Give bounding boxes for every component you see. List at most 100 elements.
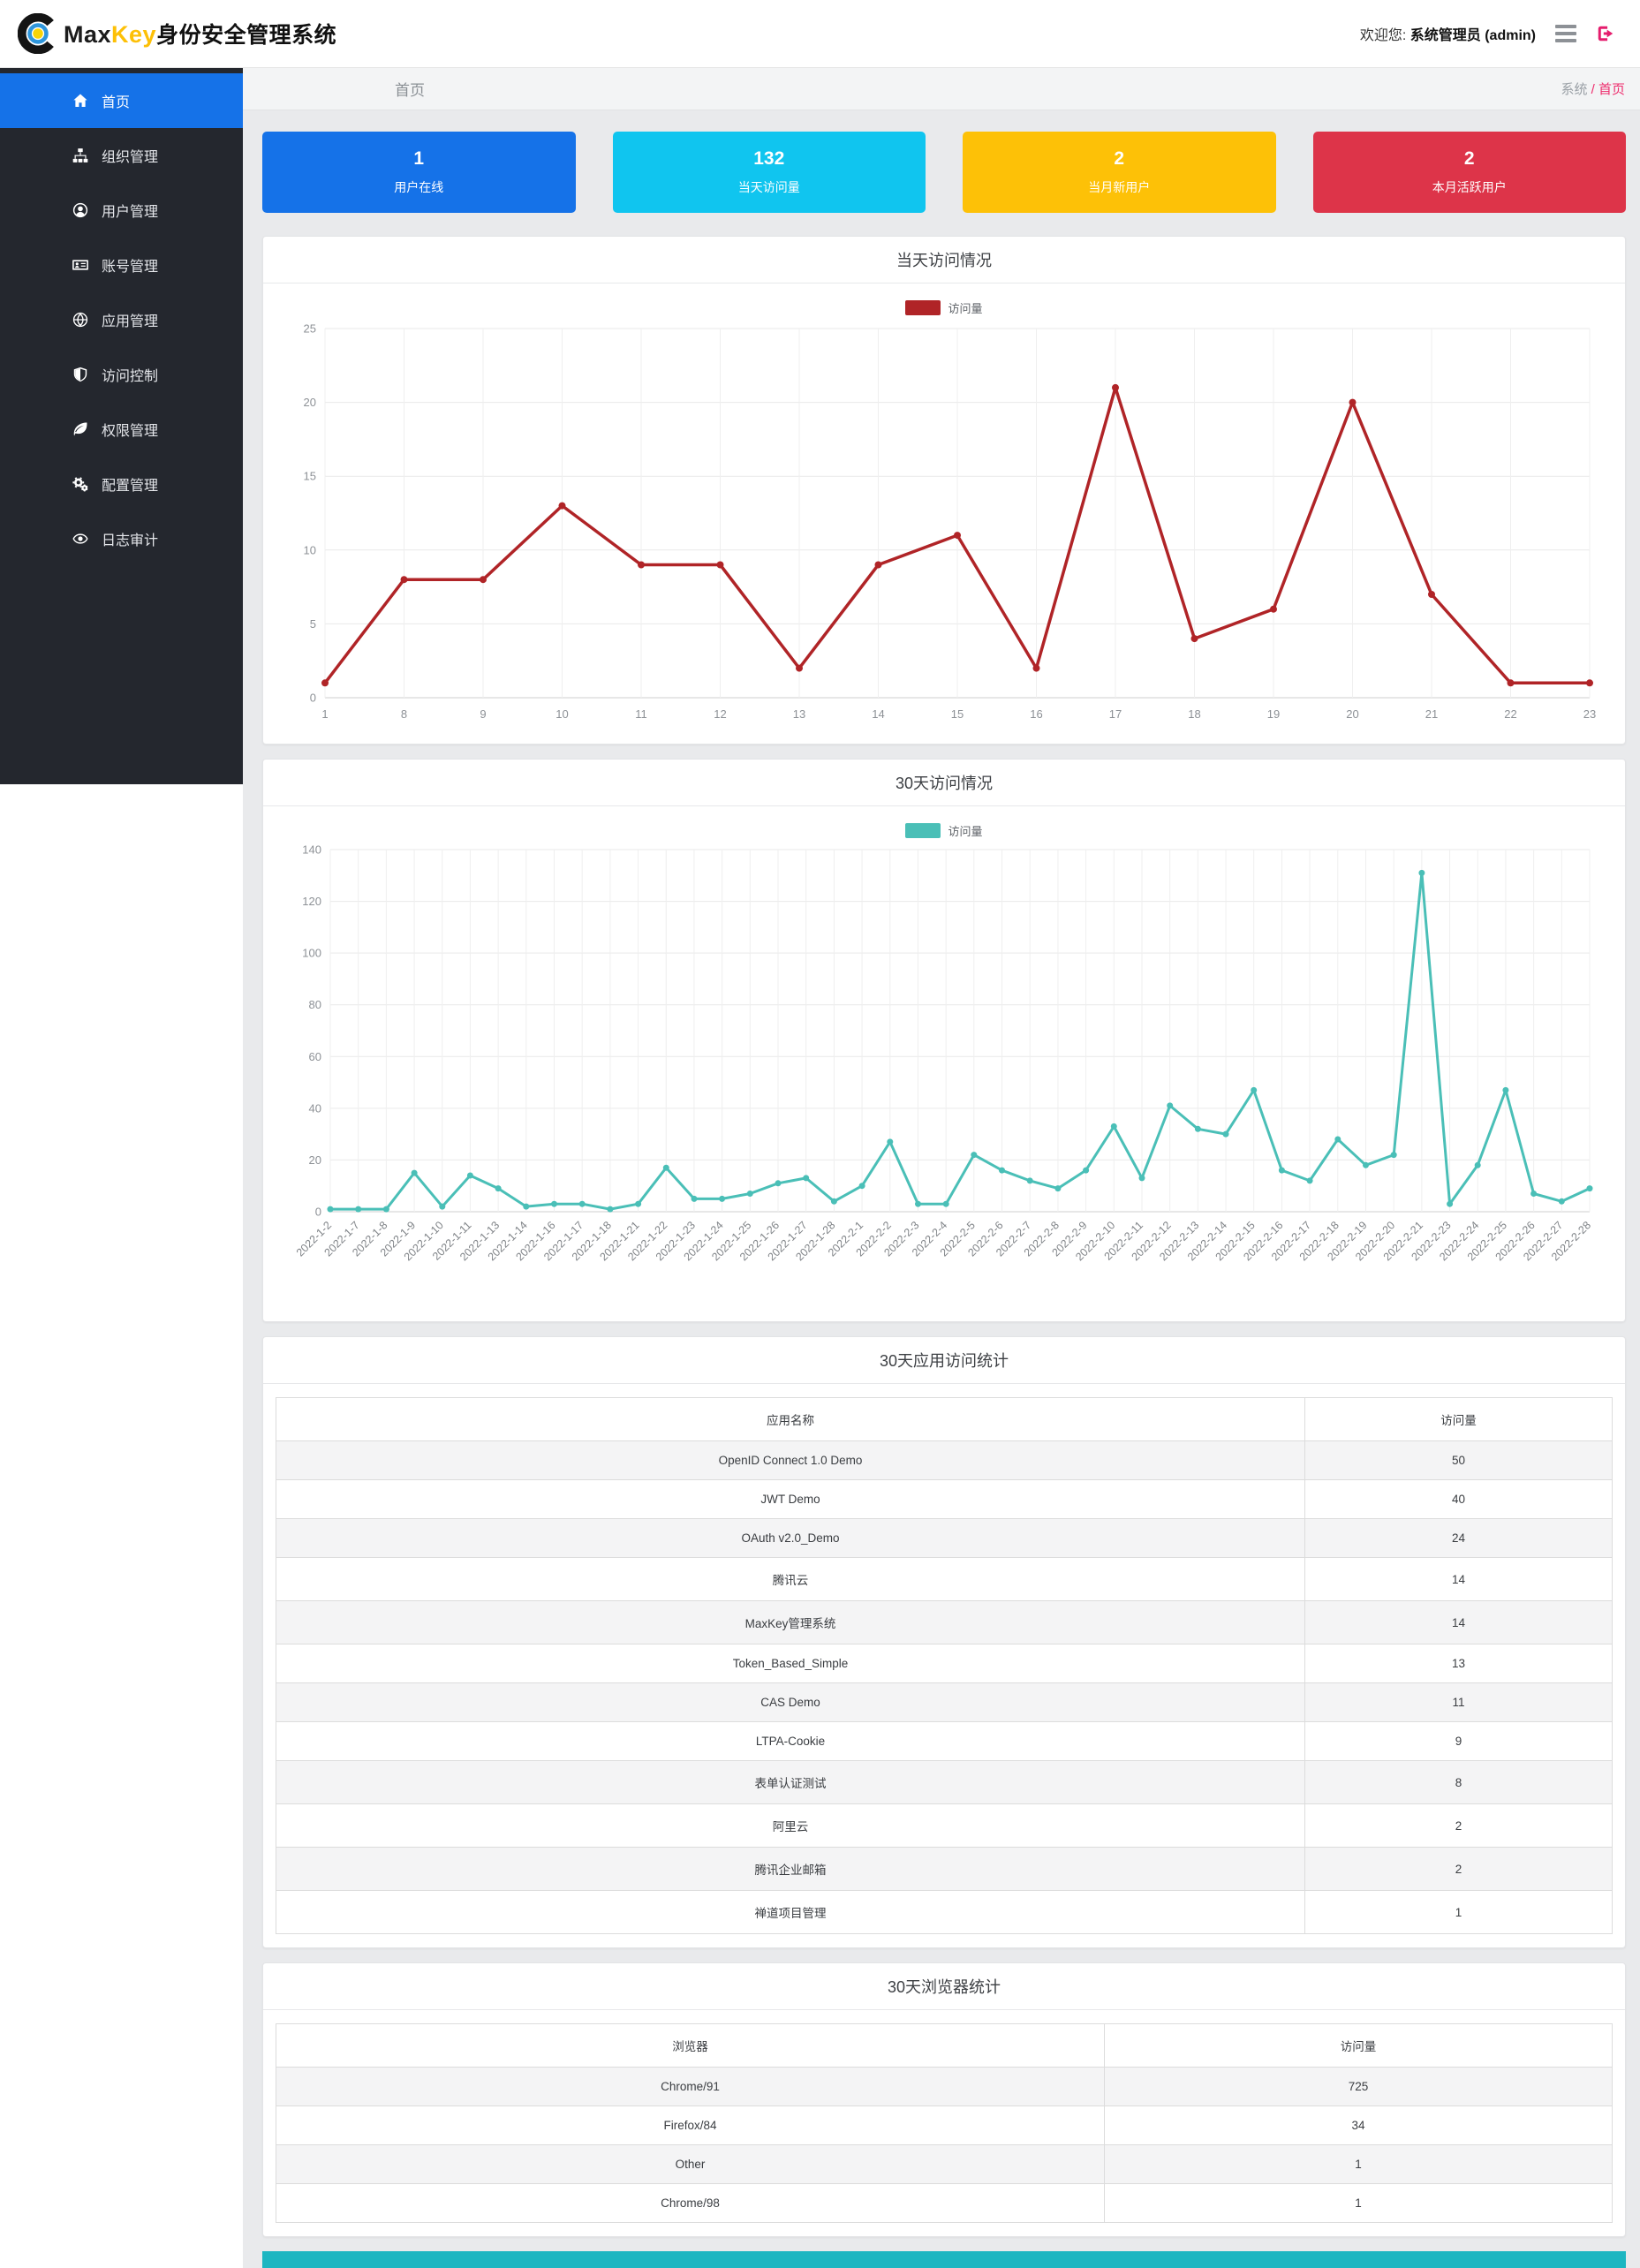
table-cell: Firefox/84 [275, 2105, 1106, 2145]
table-row: Firefox/84 34 [275, 2105, 1613, 2145]
svg-text:10: 10 [304, 543, 316, 556]
table-cell: 1 [1304, 1890, 1613, 1934]
table-cell: Other [275, 2144, 1106, 2184]
legend-label: 访问量 [948, 302, 983, 315]
svg-text:22: 22 [1504, 707, 1516, 721]
sidebar-item-label: 访问控制 [102, 369, 159, 384]
svg-text:20: 20 [304, 396, 316, 409]
home-icon [72, 93, 88, 109]
table-row: CAS Demo 11 [276, 1682, 1613, 1722]
leaf-icon [72, 421, 88, 437]
svg-text:18: 18 [1188, 707, 1200, 721]
table-row: 阿里云 2 [276, 1803, 1613, 1848]
globe-icon [72, 312, 88, 328]
table-row: OpenID Connect 1.0 Demo 50 [276, 1440, 1613, 1480]
sidebar-item-2[interactable]: 用户管理 [0, 183, 243, 238]
chart-legend[interactable]: 访问量 [276, 299, 1613, 316]
breadcrumb: 系统 / 首页 [1561, 82, 1625, 97]
stat-card-label: 当月新用户 [1088, 180, 1151, 194]
svg-text:25: 25 [304, 322, 316, 336]
stat-card-1: 132 当天访问量 [612, 132, 926, 213]
column-header: 访问量 [1104, 2023, 1613, 2068]
svg-text:11: 11 [635, 707, 647, 721]
svg-text:40: 40 [309, 1101, 321, 1115]
table-cell: 阿里云 [276, 1803, 1305, 1848]
svg-text:80: 80 [309, 998, 321, 1011]
breadcrumb-current[interactable]: 首页 [1598, 82, 1625, 97]
panel-30day-visits: 30天访问情况 访问量 0 20 40 60 80 100 120 140 2022-1-2 20… [262, 759, 1626, 1322]
svg-text:10: 10 [555, 707, 568, 721]
panel-browser-stats: 30天浏览器统计 浏览器 访问量 Chrome/91 725 Firefox/84 34 O… [262, 1962, 1626, 2237]
svg-text:120: 120 [302, 895, 321, 908]
panel-app-stats: 30天应用访问统计 应用名称 访问量 OpenID Connect 1.0 Demo… [262, 1336, 1626, 1948]
menu-toggle-icon[interactable] [1555, 25, 1576, 42]
svg-text:140: 140 [302, 843, 321, 857]
stat-card-0: 1 用户在线 [262, 132, 576, 213]
svg-text:9: 9 [480, 707, 486, 721]
maxkey-logo-icon [18, 13, 58, 54]
sidebar-item-5[interactable]: 访问控制 [0, 347, 243, 402]
svg-text:23: 23 [1583, 707, 1596, 721]
svg-text:16: 16 [1030, 707, 1042, 721]
table-cell: 1 [1104, 2183, 1613, 2223]
table-row: MaxKey管理系统 14 [276, 1600, 1613, 1644]
panel-title: 当天访问情况 [263, 237, 1625, 284]
svg-text:20: 20 [1346, 707, 1358, 721]
svg-text:21: 21 [1425, 707, 1438, 721]
app-visits-table: 应用名称 访问量 OpenID Connect 1.0 Demo 50 JWT Demo… [276, 1397, 1613, 1934]
table-row: Token_Based_Simple 13 [276, 1644, 1613, 1683]
sidebar-item-0[interactable]: 首页 [0, 73, 243, 128]
brand: MaxKey身份安全管理系统 [18, 13, 336, 54]
brand-title: MaxKey身份安全管理系统 [64, 21, 337, 48]
table-cell: OAuth v2.0_Demo [276, 1518, 1305, 1558]
logout-icon[interactable] [1596, 24, 1615, 43]
svg-text:15: 15 [304, 470, 316, 483]
sidebar-item-label: 用户管理 [102, 205, 159, 220]
30day-visits-line-chart: 0204060801001201402022-1-22022-1-72022-1… [294, 843, 1593, 1264]
stat-card-label: 本月活跃用户 [1432, 180, 1507, 194]
sidebar: 首页组织管理用户管理账号管理应用管理访问控制权限管理配置管理日志审计 [0, 68, 243, 2268]
welcome-text: 欢迎您: 系统管理员 (admin) [1359, 28, 1536, 43]
sidebar-item-3[interactable]: 账号管理 [0, 238, 243, 292]
sidebar-item-8[interactable]: 日志审计 [0, 511, 243, 566]
table-cell: 34 [1104, 2105, 1613, 2145]
svg-text:100: 100 [302, 947, 321, 960]
sidebar-item-1[interactable]: 组织管理 [0, 128, 243, 183]
table-row: LTPA-Cookie 9 [276, 1721, 1613, 1761]
panel-title: 30天应用访问统计 [263, 1337, 1625, 1384]
topbar: MaxKey身份安全管理系统 欢迎您: 系统管理员 (admin) [0, 0, 1640, 68]
table-cell: Chrome/98 [275, 2183, 1106, 2223]
svg-text:13: 13 [793, 707, 805, 721]
sidebar-item-6[interactable]: 权限管理 [0, 402, 243, 457]
sidebar-item-4[interactable]: 应用管理 [0, 292, 243, 347]
panel-today-visits: 当天访问情况 访问量 0 5 10 15 20 25 1 8 9 10 11 12 13 14 15 16 17… [262, 236, 1626, 745]
browser-visits-table: 浏览器 访问量 Chrome/91 725 Firefox/84 34 Other 1 Chro… [275, 2023, 1613, 2223]
table-row: 表单认证测试 8 [276, 1760, 1613, 1804]
sidebar-item-label: 配置管理 [102, 479, 159, 494]
table-row: 禅道项目管理 1 [276, 1890, 1613, 1934]
svg-text:60: 60 [309, 1050, 321, 1063]
table-cell: 11 [1304, 1682, 1613, 1722]
sidebar-item-label: 账号管理 [102, 260, 159, 275]
breadcrumb-section[interactable]: 系统 [1561, 82, 1588, 97]
panel-title: 30天访问情况 [263, 760, 1625, 806]
table-cell: Token_Based_Simple [276, 1644, 1305, 1683]
sidebar-item-7[interactable]: 配置管理 [0, 457, 243, 511]
table-cell: LTPA-Cookie [276, 1721, 1305, 1761]
svg-text:0: 0 [310, 692, 316, 705]
table-cell: 14 [1304, 1557, 1613, 1601]
chart-legend[interactable]: 访问量 [276, 822, 1613, 839]
sitemap-icon [72, 147, 88, 163]
table-cell: 24 [1304, 1518, 1613, 1558]
table-row: Chrome/91 725 [275, 2067, 1613, 2106]
table-cell: OpenID Connect 1.0 Demo [276, 1440, 1305, 1480]
table-row: 腾讯企业邮箱 2 [276, 1847, 1613, 1891]
column-header: 浏览器 [275, 2023, 1106, 2068]
stat-card-value: 2 [1463, 148, 1475, 169]
svg-text:20: 20 [309, 1153, 321, 1167]
sidebar-menu: 首页组织管理用户管理账号管理应用管理访问控制权限管理配置管理日志审计 [0, 68, 243, 784]
legend-swatch [905, 300, 941, 315]
svg-text:12: 12 [714, 707, 726, 721]
svg-text:1: 1 [321, 707, 328, 721]
sidebar-item-label: 首页 [102, 95, 131, 110]
